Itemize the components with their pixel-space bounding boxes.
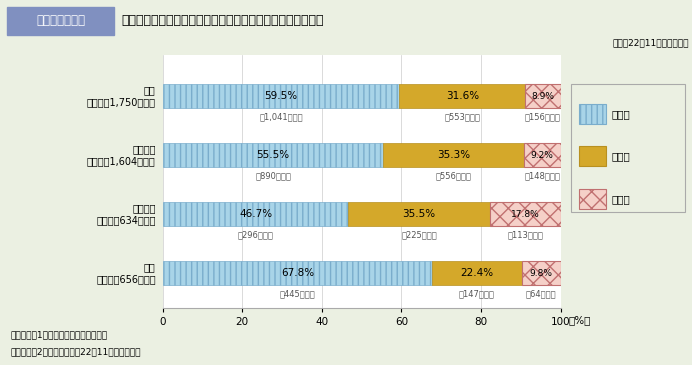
Text: 避難勧告等の具体的な発令基準を策定している市町村の割合: 避難勧告等の具体的な発令基準を策定している市町村の割合	[121, 15, 324, 27]
Text: 第１－５－２図: 第１－５－２図	[36, 15, 85, 27]
Text: 35.3%: 35.3%	[437, 150, 471, 160]
Text: 67.8%: 67.8%	[281, 268, 314, 278]
Bar	[490, 201, 561, 226]
Bar	[349, 201, 490, 226]
Text: （445団体）: （445団体）	[280, 289, 316, 299]
Text: 31.6%: 31.6%	[446, 91, 479, 101]
Text: 22.4%: 22.4%	[460, 268, 493, 278]
Text: 8.9%: 8.9%	[531, 92, 554, 100]
Text: 2　調査日は平成22年11月１日現在。: 2 調査日は平成22年11月１日現在。	[10, 347, 141, 357]
Text: （1,041団体）: （1,041団体）	[260, 112, 303, 122]
Text: （553団体）: （553団体）	[444, 112, 480, 122]
Text: 59.5%: 59.5%	[264, 91, 298, 101]
Bar	[399, 84, 525, 108]
Text: （147団体）: （147団体）	[459, 289, 495, 299]
Text: （64団体）: （64団体）	[526, 289, 556, 299]
Text: 未着手: 未着手	[611, 194, 630, 204]
Text: 9.2%: 9.2%	[531, 150, 554, 160]
Text: 策定済: 策定済	[611, 109, 630, 119]
Text: （156団体）: （156団体）	[525, 112, 561, 122]
Text: （890団体）: （890団体）	[255, 172, 291, 181]
Text: （148団体）: （148団体）	[525, 172, 560, 181]
Text: （556団体）: （556団体）	[436, 172, 472, 181]
Text: （備考）　1　消防庁調べにより作成。: （備考） 1 消防庁調べにより作成。	[10, 330, 107, 339]
Text: （225団体）: （225団体）	[401, 231, 437, 239]
Text: 35.5%: 35.5%	[403, 209, 436, 219]
Text: 17.8%: 17.8%	[511, 210, 540, 219]
Bar	[163, 201, 349, 226]
Bar	[525, 84, 561, 108]
Text: （296団体）: （296団体）	[237, 231, 273, 239]
Text: 46.7%: 46.7%	[239, 209, 272, 219]
Bar	[163, 84, 399, 108]
Bar	[383, 143, 524, 168]
Bar	[522, 261, 561, 285]
Text: （%）: （%）	[568, 315, 591, 326]
Bar	[432, 261, 522, 285]
Text: （113団体）: （113団体）	[507, 231, 543, 239]
Bar	[163, 261, 432, 285]
Bar	[163, 143, 383, 168]
Text: 9.8%: 9.8%	[529, 269, 552, 277]
Bar	[524, 143, 561, 168]
Text: 55.5%: 55.5%	[257, 150, 289, 160]
Text: （平成22年11月１日現在）: （平成22年11月１日現在）	[612, 38, 689, 47]
Text: 策定中: 策定中	[611, 151, 630, 161]
